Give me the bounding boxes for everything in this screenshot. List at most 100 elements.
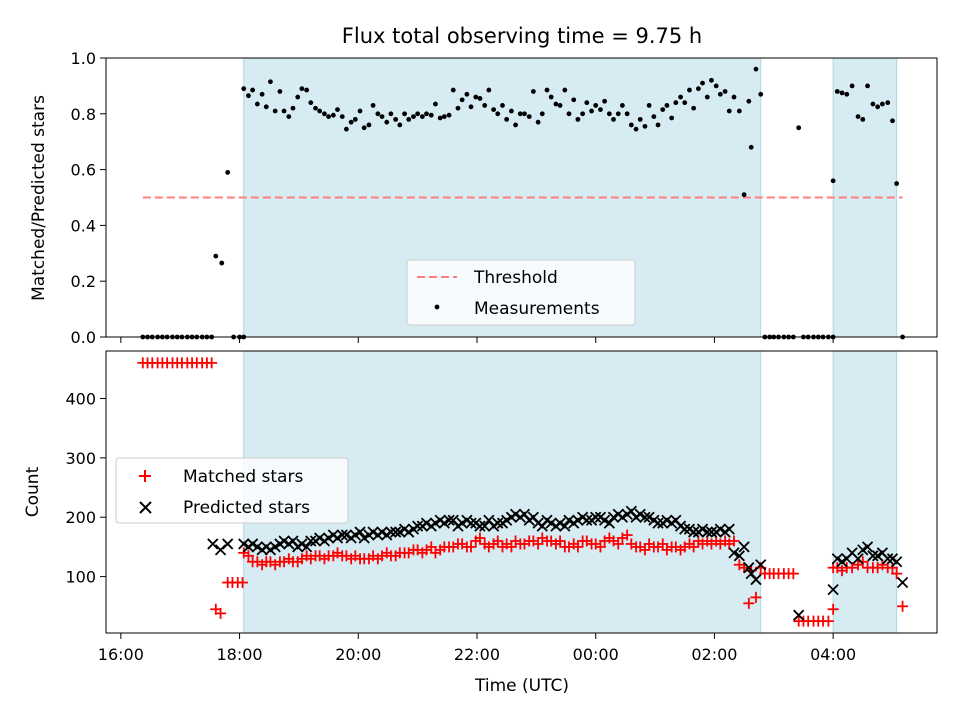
matched-star-marker [891, 568, 903, 580]
measurement-point [263, 104, 269, 110]
matched-star-marker [612, 538, 624, 550]
measurement-point [544, 87, 550, 93]
measurement-point [860, 116, 866, 122]
y-tick-label: 0.2 [71, 272, 96, 291]
predicted-star-marker [793, 609, 805, 621]
predicted-star-marker [882, 553, 894, 565]
measurement-point [660, 107, 666, 113]
legend-measurements-label: Measurements [474, 299, 600, 319]
marker-stroke [474, 520, 486, 532]
measurement-point [402, 111, 407, 117]
marker-stroke [827, 584, 839, 596]
marker-stroke [831, 553, 843, 565]
measurement-point [397, 122, 403, 128]
marker-stroke [246, 538, 259, 550]
measurement-point [268, 79, 273, 85]
marker-stroke [492, 517, 504, 529]
y-tick-label: 100 [65, 568, 96, 587]
matched-star-marker [827, 603, 839, 615]
count-legend: Matched stars Predicted stars [115, 457, 349, 524]
predicted-star-marker [336, 529, 348, 541]
measurement-point [615, 111, 621, 117]
predicted-star-marker [867, 550, 879, 562]
measurement-point [713, 83, 719, 89]
predicted-star-marker [385, 526, 397, 538]
matched-star-marker [822, 615, 834, 627]
marker-stroke [876, 547, 889, 559]
legend-matched-swatch [139, 470, 151, 482]
y-tick-label: 1.0 [71, 49, 96, 68]
measurement-point [348, 119, 354, 125]
marker-stroke [634, 508, 646, 520]
marker-stroke [207, 538, 219, 550]
predicted-star-marker [652, 517, 664, 529]
marker-stroke [643, 511, 655, 523]
legend-threshold-label: Threshold [473, 268, 558, 288]
predicted-star-marker [896, 576, 909, 589]
count-x-axis: 16:00 18:00 20:00 22:00 00:00 02:00 04:00 [98, 633, 856, 664]
marker-stroke [861, 541, 874, 553]
matched-star-marker [465, 541, 477, 553]
measurement-point [746, 98, 752, 104]
legend-measurements-swatch [434, 304, 440, 310]
measurement-point [304, 87, 310, 93]
matched-star-marker [474, 532, 486, 544]
marker-stroke [723, 523, 735, 535]
legend-predicted-label: Predicted stars [183, 498, 310, 518]
matched-star-marker [572, 541, 584, 553]
measurement-point [885, 100, 891, 106]
predicted-star-marker [465, 517, 477, 529]
matched-star-marker [215, 607, 227, 619]
matched-star-marker [639, 544, 651, 556]
x-tick-label: 18:00 [216, 645, 262, 664]
marker-stroke [367, 526, 379, 538]
marker-stroke [443, 514, 455, 526]
predicted-star-marker [755, 559, 767, 571]
matched-star-marker [492, 535, 504, 547]
measurement-point [213, 253, 219, 259]
measurement-point [343, 126, 349, 132]
measurement-point [384, 119, 390, 125]
marker-stroke [714, 523, 726, 535]
measurement-point [655, 122, 661, 128]
measurement-point [611, 116, 616, 122]
marker-stroke [882, 553, 894, 565]
legend-predicted-swatch [139, 501, 152, 514]
measurement-point [890, 118, 895, 124]
measurement-point [593, 103, 599, 108]
marker-stroke [559, 520, 571, 532]
x-tick-label: 22:00 [454, 645, 500, 664]
marker-stroke [738, 541, 750, 553]
marker-stroke [598, 514, 611, 526]
matched-star-marker [728, 535, 740, 547]
marker-stroke [390, 526, 402, 538]
measurement-point [473, 94, 479, 100]
measurement-point [468, 104, 474, 110]
measurement-point [441, 114, 447, 119]
y-tick-label: 200 [65, 508, 96, 527]
measurement-point [419, 114, 425, 119]
marker-stroke [733, 550, 745, 562]
ratio-y-axis: 0.0 0.2 0.4 0.6 0.8 1.0 [71, 49, 106, 347]
measurement-point [704, 94, 710, 100]
measurement-point [330, 112, 336, 118]
measurement-point [557, 103, 563, 108]
measurement-point [491, 107, 497, 113]
marker-stroke [705, 526, 718, 538]
predicted-star-marker [743, 562, 755, 574]
marker-stroke [581, 514, 593, 526]
matched-star-marker [857, 556, 869, 568]
measurement-point [539, 111, 545, 117]
measurement-point [849, 83, 855, 89]
measurement-point [562, 87, 568, 93]
measurement-point [241, 86, 247, 92]
marker-stroke [670, 514, 682, 526]
measurement-point [250, 87, 256, 93]
measurement-point [424, 111, 429, 117]
marker-stroke [852, 553, 864, 565]
marker-stroke [354, 526, 366, 538]
measurement-point [446, 112, 452, 118]
predicted-star-marker [861, 541, 874, 553]
marker-stroke [251, 541, 263, 553]
predicted-star-marker [733, 550, 745, 562]
